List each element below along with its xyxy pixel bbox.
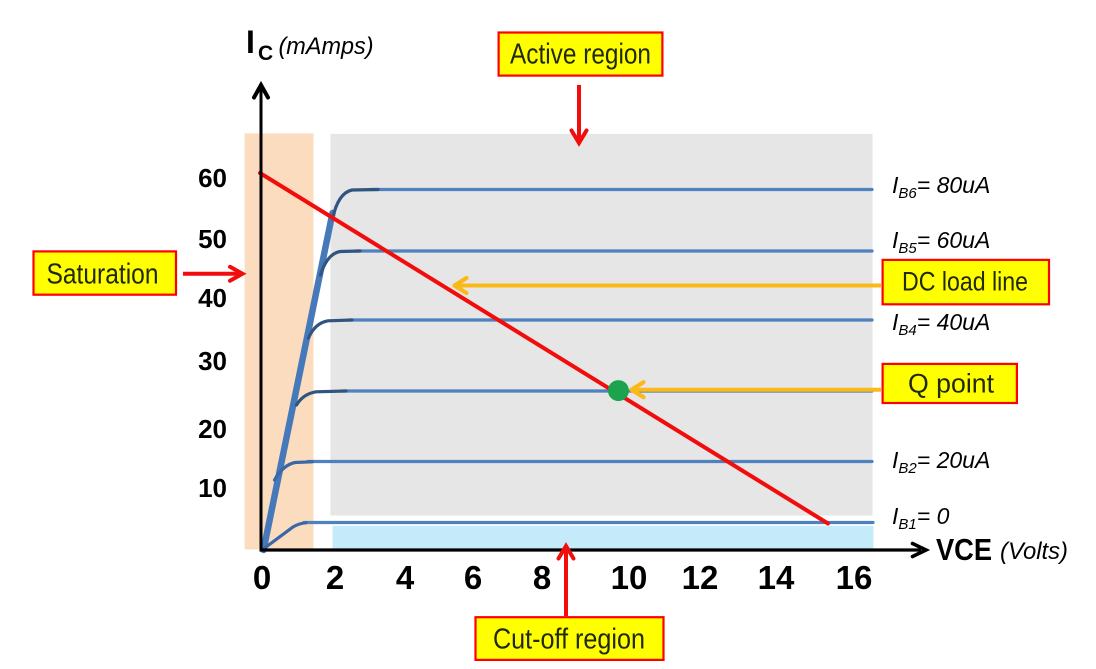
svg-text:2: 2 bbox=[326, 559, 344, 596]
svg-text:(Volts): (Volts) bbox=[1000, 538, 1068, 565]
svg-text:Q point: Q point bbox=[908, 369, 994, 399]
svg-text:IB6= 80uA: IB6= 80uA bbox=[892, 172, 990, 202]
svg-text:0: 0 bbox=[253, 559, 271, 596]
svg-text:14: 14 bbox=[758, 559, 795, 596]
svg-text:10: 10 bbox=[611, 559, 648, 596]
svg-text:VCE: VCE bbox=[936, 532, 992, 567]
svg-text:I: I bbox=[246, 24, 255, 60]
svg-text:30: 30 bbox=[198, 346, 227, 376]
svg-text:Saturation: Saturation bbox=[47, 259, 159, 291]
svg-text:6: 6 bbox=[464, 559, 482, 596]
svg-text:12: 12 bbox=[682, 559, 719, 596]
svg-text:IB5= 60uA: IB5= 60uA bbox=[892, 227, 990, 257]
svg-text:40: 40 bbox=[198, 283, 227, 313]
svg-text:50: 50 bbox=[198, 224, 227, 254]
svg-text:4: 4 bbox=[396, 559, 415, 596]
svg-text:IB4= 40uA: IB4= 40uA bbox=[892, 309, 990, 339]
svg-text:Cut-off region: Cut-off region bbox=[493, 624, 645, 656]
svg-text:DC load line: DC load line bbox=[902, 267, 1028, 297]
svg-text:60: 60 bbox=[198, 163, 227, 193]
svg-text:Active region: Active region bbox=[510, 39, 651, 71]
svg-text:10: 10 bbox=[198, 473, 227, 503]
svg-text:8: 8 bbox=[533, 559, 551, 596]
svg-text:(mAmps): (mAmps) bbox=[279, 33, 374, 60]
svg-text:20: 20 bbox=[198, 414, 227, 444]
svg-text:C: C bbox=[258, 42, 273, 65]
svg-text:16: 16 bbox=[836, 559, 873, 596]
